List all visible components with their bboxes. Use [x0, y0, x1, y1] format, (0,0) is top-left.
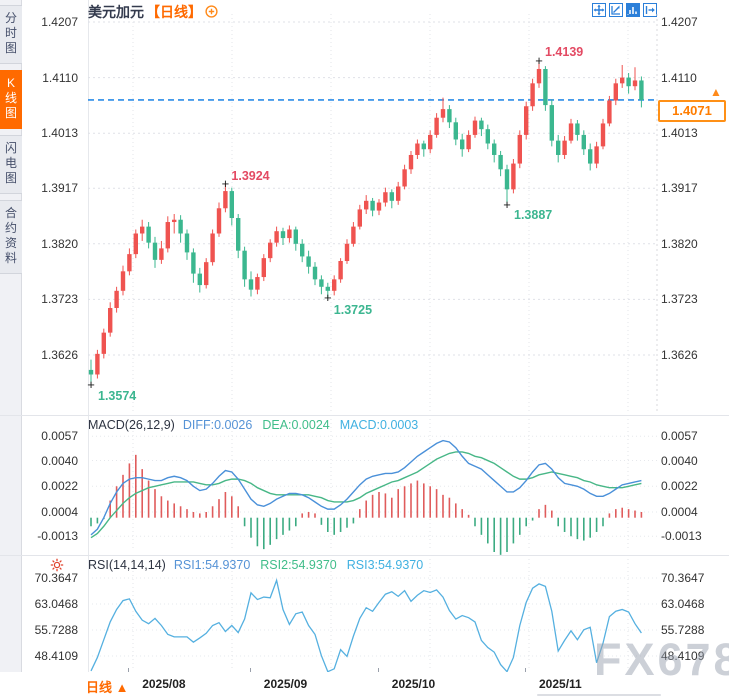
price-tick-right: 1.3626 — [661, 348, 698, 362]
footer-bar: 日线 ▲ — [0, 672, 729, 698]
macd-panel-separator — [0, 415, 729, 416]
extreme-cross-marker: + — [535, 52, 543, 68]
price-tick-left: 1.4110 — [42, 70, 78, 85]
price-annotation: 1.3725 — [333, 303, 373, 318]
rsi-chart[interactable] — [0, 555, 729, 672]
price-tick-right: 1.3820 — [661, 236, 698, 251]
sidebar-tab-3[interactable]: 闪 电 图 — [0, 135, 22, 194]
price-tick-right: 1.4013 — [661, 126, 698, 141]
rsi-legend-2: RSI2:54.9370 — [260, 558, 337, 572]
sidebar-tab-2[interactable]: K 线 图 — [0, 70, 22, 129]
rsi-name: RSI(14,14,14) — [88, 558, 166, 572]
chart-toolbar — [592, 3, 657, 17]
macd-legend-3: MACD:0.0003 — [339, 418, 419, 432]
plot-left-border — [88, 0, 89, 672]
rsi-legend-3: RSI3:54.9370 — [346, 558, 424, 572]
extreme-cross-marker: + — [324, 290, 332, 306]
rsi-panel-separator — [0, 555, 729, 556]
price-tick-left: 1.4013 — [41, 126, 78, 141]
price-tick-right: 1.3723 — [661, 292, 698, 307]
macd-tick-left: 0.0004 — [41, 504, 78, 519]
rsi-tick-left: 63.0468 — [34, 596, 78, 611]
rsi-legend-1: RSI1:54.9370 — [173, 558, 251, 572]
rsi-tick-left: 48.4109 — [34, 648, 78, 663]
rsi-tick-right: 55.7288 — [661, 622, 705, 637]
price-marker-arrow-icon: ▲ — [710, 85, 722, 99]
macd-tick-right: 0.0040 — [661, 453, 698, 468]
price-tick-left: 1.3820 — [41, 236, 78, 251]
price-tick-left: 1.3723 — [41, 292, 78, 307]
x-axis-tick — [377, 668, 379, 672]
macd-tick-right: -0.0013 — [661, 529, 702, 544]
bar-chart-icon[interactable] — [626, 3, 640, 17]
macd-legend-1: DIFF:0.0026 — [182, 418, 253, 432]
sidebar: 分 时 图 K 线 图闪 电 图合 约 资 料 — [0, 0, 22, 672]
x-axis-tick — [249, 668, 251, 672]
candlestick-chart[interactable] — [0, 0, 729, 415]
rsi-tick-right: 70.3647 — [661, 571, 705, 585]
price-tick-left: 1.3917 — [41, 181, 78, 196]
period-tag: 【日线】 — [146, 4, 202, 20]
macd-tick-right: 0.0022 — [661, 479, 698, 494]
pan-icon[interactable] — [592, 3, 606, 17]
macd-header: MACD(26,12,9) DIFF:0.0026 DEA:0.0024 MACD:0… — [88, 418, 428, 432]
add-indicator-icon[interactable] — [205, 5, 218, 21]
extreme-cross-marker: + — [503, 197, 511, 213]
indicator-settings-icon[interactable] — [50, 558, 64, 577]
symbol-name: 美元加元 — [88, 4, 144, 20]
x-axis-tick — [128, 668, 130, 672]
macd-tick-left: -0.0013 — [37, 529, 78, 544]
macd-chart[interactable] — [0, 415, 729, 555]
rsi-tick-right: 63.0468 — [661, 596, 705, 611]
zoom-scale-icon[interactable] — [609, 3, 623, 17]
price-tick-right: 1.3917 — [661, 181, 698, 196]
price-tick-right: 1.4110 — [661, 70, 697, 85]
macd-name: MACD(26,12,9) — [88, 418, 175, 432]
macd-tick-left: 0.0040 — [41, 453, 78, 468]
rsi-header: RSI(14,14,14) RSI1:54.9370 RSI2:54.9370 RSI… — [88, 558, 433, 572]
x-axis-month-label: 2025/09 — [263, 677, 308, 691]
price-tick-left: 1.3626 — [41, 348, 78, 362]
x-axis-month-label: 2025/08 — [142, 677, 186, 691]
x-axis-month-label: 2025/11 — [539, 677, 582, 691]
x-axis-month-label: 2025/10 — [391, 677, 436, 691]
watermark: FX678 — [594, 634, 729, 685]
price-annotation: 1.3924 — [231, 169, 270, 184]
rsi-tick-left: 55.7288 — [34, 622, 78, 637]
period-selector[interactable]: 日线 ▲ — [86, 680, 129, 695]
price-annotation: 1.3574 — [98, 388, 137, 403]
extreme-cross-marker: + — [221, 176, 230, 192]
rsi-tick-left: 70.3647 — [34, 571, 78, 585]
macd-tick-right: 0.0004 — [661, 504, 698, 519]
macd-legend-2: DEA:0.0024 — [262, 418, 330, 432]
chart-title: 美元加元 【日线】 — [88, 2, 218, 20]
price-tick-left: 1.4207 — [41, 15, 78, 29]
pop-out-icon[interactable] — [643, 3, 657, 17]
price-annotation: 1.4139 — [545, 44, 584, 59]
sidebar-tab-1[interactable]: 分 时 图 — [0, 5, 22, 64]
sidebar-tab-4[interactable]: 合 约 资 料 — [0, 200, 22, 274]
x-axis-tick — [525, 668, 526, 672]
scroll-indicator[interactable] — [537, 694, 661, 696]
price-tick-right: 1.4207 — [661, 15, 698, 29]
macd-tick-left: 0.0057 — [41, 429, 78, 444]
price-annotation: 1.3887 — [514, 208, 553, 223]
current-price-tag: 1.4071 — [658, 100, 726, 122]
macd-tick-right: 0.0057 — [661, 429, 698, 444]
extreme-cross-marker: + — [87, 376, 95, 392]
rsi-tick-right: 48.4109 — [661, 648, 705, 663]
macd-tick-left: 0.0022 — [41, 479, 78, 494]
